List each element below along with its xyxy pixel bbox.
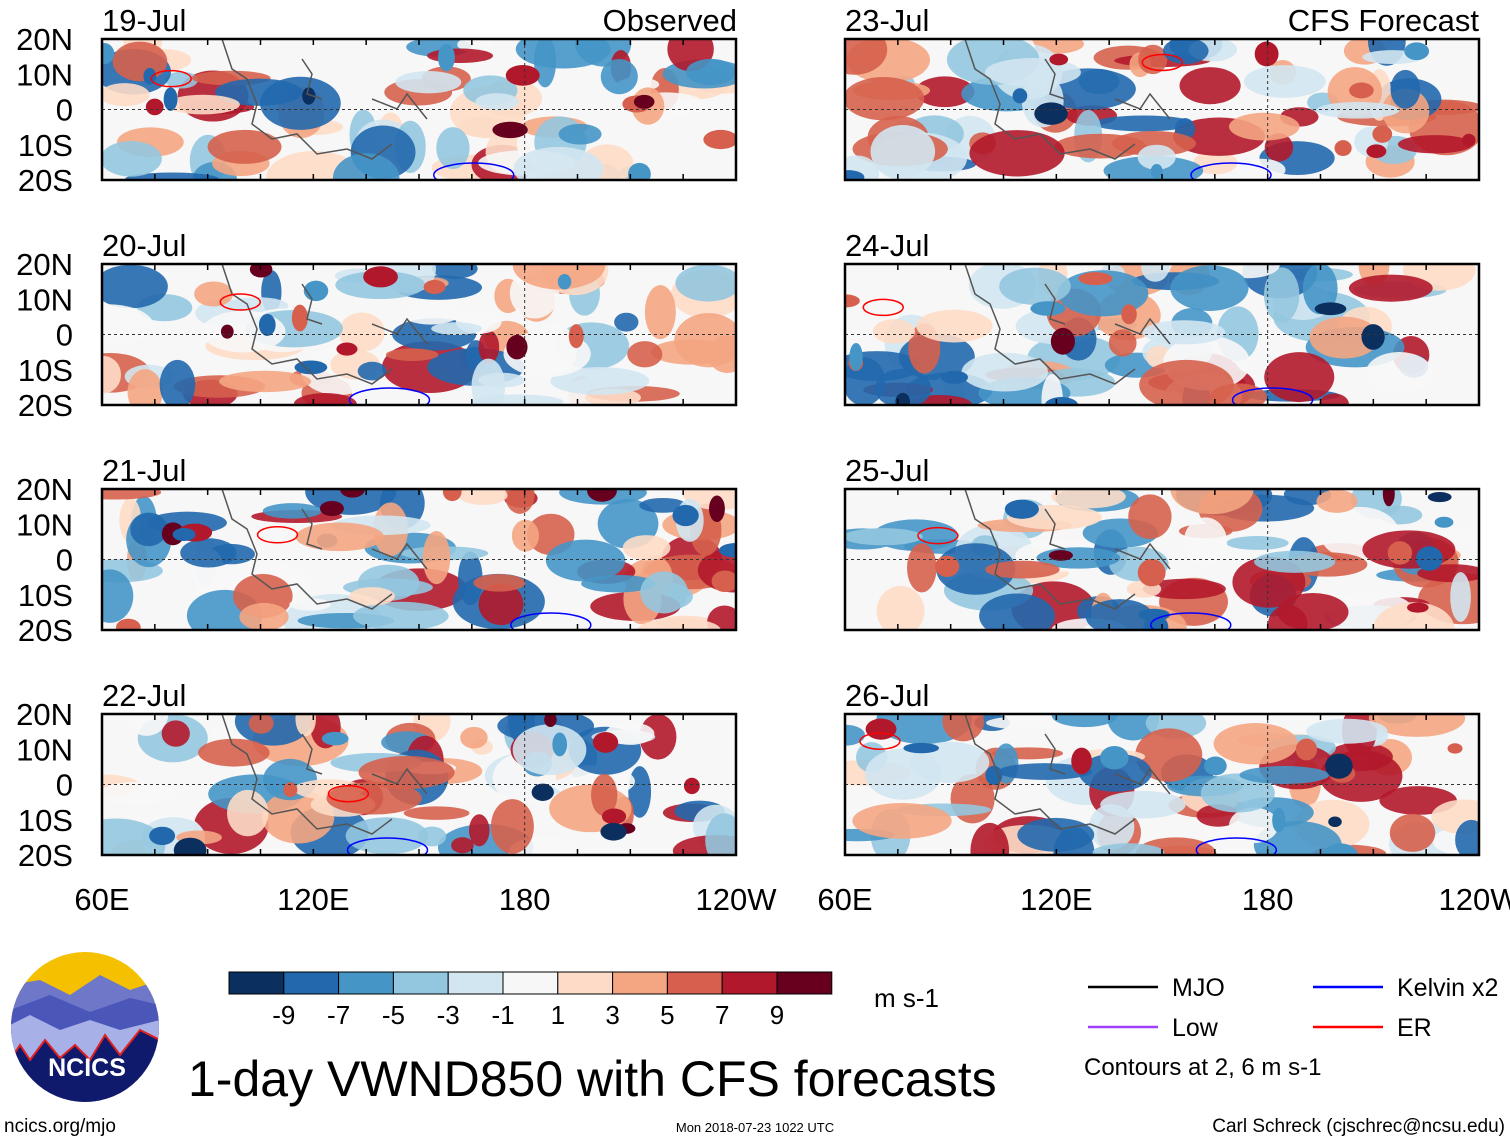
panel-date: 19-Jul [102,3,186,38]
latitude-label: 10N [16,282,73,317]
colorbar-label: -7 [327,1000,350,1030]
colorbar-label: 3 [605,1000,619,1030]
colorbar-swatch [776,971,833,995]
longitude-labels: 60E 120E 180 120W 60E 120E 180 120W [74,882,1510,917]
colorbar-label: -9 [272,1000,295,1030]
latitude-label: 20S [18,388,73,423]
wind-field [102,39,736,180]
wind-field [102,264,736,405]
legend-item: Kelvin x2 [1313,974,1498,1002]
latitude-label: 10S [18,353,73,388]
legend-label: Low [1172,1014,1219,1042]
latitude-label: 20S [18,163,73,198]
panel-date: 20-Jul [102,228,186,263]
panel-date: 26-Jul [845,678,929,713]
latitude-label: 20N [16,697,73,732]
footer-url: ncics.org/mjo [4,1116,116,1137]
colorbar-swatch [666,971,723,995]
legend: MJO Kelvin x2 Low ER [1088,974,1498,1042]
panel-date: 23-Jul [845,3,929,38]
colorbar-swatch [502,971,559,995]
legend-item: ER [1313,1014,1432,1042]
longitude-label: 180 [499,882,551,917]
latitude-label: 10N [16,732,73,767]
legend-label: MJO [1172,974,1225,1002]
panel-date: 24-Jul [845,228,929,263]
figure-title: 1-day VWND850 with CFS forecasts [188,1051,997,1107]
colorbar-label: 5 [660,1000,674,1030]
contours-note: Contours at 2, 6 m s-1 [1084,1054,1321,1081]
footer-timestamp: Mon 2018-07-23 1022 UTC [676,1120,834,1135]
latitude-label: 20S [18,613,73,648]
latitude-label: 10N [16,57,73,92]
longitude-label: 120W [1439,882,1510,917]
longitude-label: 60E [74,882,129,917]
wind-field [102,714,736,855]
colorbar-swatch [557,971,614,995]
colorbar-label: -1 [491,1000,514,1030]
colorbar-label: -5 [382,1000,405,1030]
longitude-label: 180 [1242,882,1294,917]
longitude-label: 120E [1020,882,1092,917]
svg-text:NCICS: NCICS [48,1054,126,1082]
colorbar-swatch [612,971,668,995]
ncics-logo: NCICS [11,952,159,1102]
colorbar-swatch [721,971,778,995]
map-panel: 23-Jul [843,3,1481,182]
latitude-label: 20N [16,472,73,507]
longitude-label: 60E [817,882,872,917]
colorbar-units: m s-1 [874,983,939,1013]
latitude-label: 0 [56,318,73,353]
latitude-label: 20N [16,22,73,57]
wind-field [845,714,1479,855]
latitude-label: 10S [18,803,73,838]
latitude-label: 20N [16,247,73,282]
colorbar-swatch [228,971,285,995]
longitude-label: 120E [277,882,349,917]
latitude-label: 10S [18,578,73,613]
colorbar-label: 7 [715,1000,729,1030]
wind-field [102,489,736,630]
panel-date: 21-Jul [102,453,186,488]
wind-field [845,264,1476,405]
latitude-label: 0 [56,93,73,128]
map-panels: 19-Jul20N10N010S20S20-Jul20N10N010S20S21… [16,3,1481,873]
forecast-label: CFS Forecast [1288,3,1480,38]
legend-label: Kelvin x2 [1397,974,1498,1002]
panel-date: 22-Jul [102,678,186,713]
footer-author: Carl Schreck (cjschrec@ncsu.edu) [1212,1116,1505,1137]
wind-field [845,39,1479,180]
legend-item: Low [1088,1014,1219,1042]
colorbar-swatch [447,971,504,995]
observed-label: Observed [603,3,737,38]
longitude-label: 120W [696,882,778,917]
latitude-label: 0 [56,543,73,578]
latitude-label: 10N [16,507,73,542]
colorbar-label: 9 [770,1000,784,1030]
colorbar-label: 1 [551,1000,565,1030]
colorbar: -9 -7 -5 -3 -1 1 3 5 7 9 [228,971,833,1030]
legend-item: MJO [1088,974,1225,1002]
latitude-label: 20S [18,838,73,873]
colorbar-label: -3 [437,1000,460,1030]
colorbar-swatch [283,971,340,995]
legend-label: ER [1397,1014,1432,1042]
colorbar-swatch [338,971,394,995]
map-panel: 26-Jul [843,678,1481,857]
map-panel: 25-Jul [843,453,1481,632]
colorbar-swatch [392,971,449,995]
wind-field [845,489,1479,630]
latitude-label: 10S [18,128,73,163]
panel-date: 25-Jul [845,453,929,488]
latitude-label: 0 [56,768,73,803]
map-panel: 24-Jul [843,228,1481,407]
